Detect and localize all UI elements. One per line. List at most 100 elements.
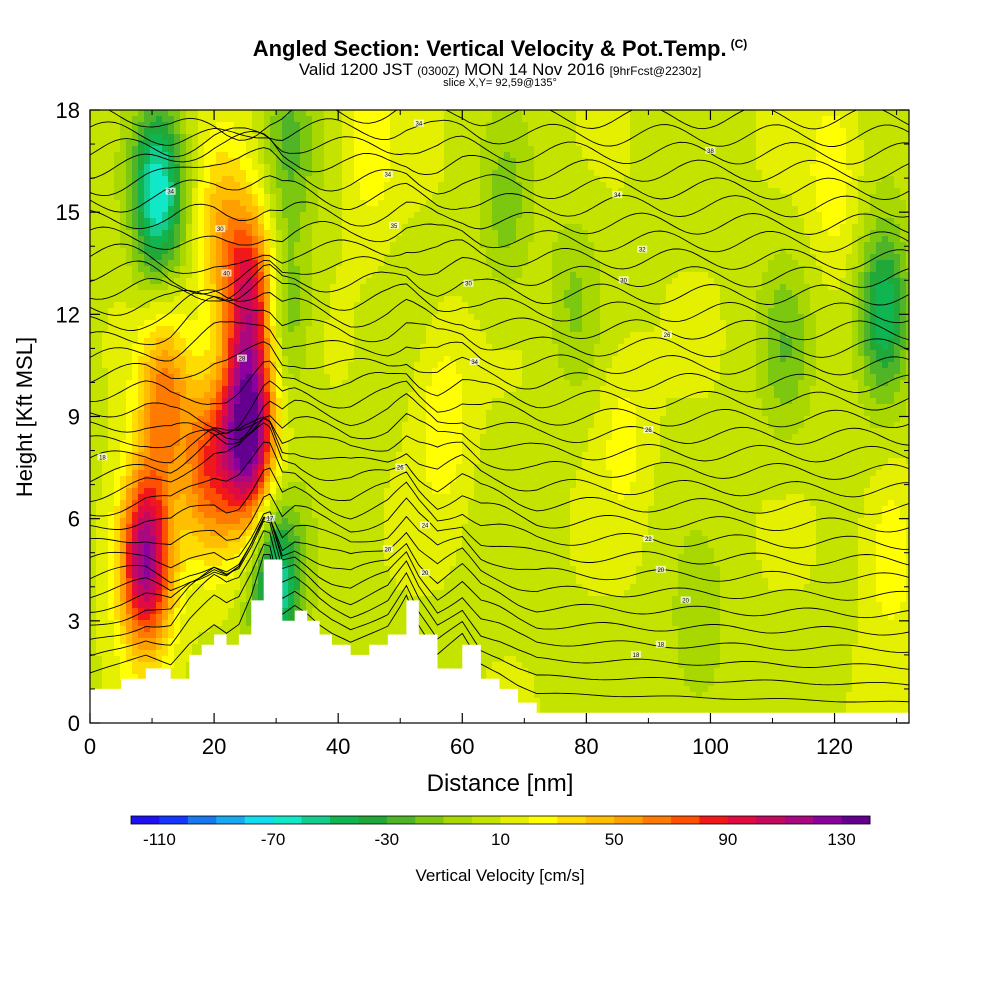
x-tick-label: 40	[326, 734, 350, 759]
y-tick-label: 18	[56, 98, 80, 123]
colorbar-swatch	[642, 816, 672, 824]
title-mark: (C)	[730, 36, 748, 51]
theta-contour-line	[90, 493, 909, 566]
colorbar-swatch	[756, 816, 786, 824]
colorbar-tick-label: -70	[261, 830, 286, 849]
y-tick-label: 0	[68, 711, 80, 736]
x-tick-label: 20	[202, 734, 226, 759]
colorbar-tick-label: 90	[718, 830, 737, 849]
colorbar-swatch	[614, 816, 644, 824]
theta-label: 18	[631, 650, 641, 659]
theta-contour-line	[90, 264, 909, 306]
colorbar-tick-label: 50	[605, 830, 624, 849]
theta-contour-line	[90, 412, 909, 463]
valid-utc: (0300Z)	[417, 64, 460, 78]
theta-contour-line	[90, 467, 909, 550]
y-tick-label: 9	[68, 405, 80, 430]
theta-contour-line	[90, 441, 909, 533]
theta-contour-line	[90, 201, 909, 235]
theta-label: 30	[215, 225, 226, 233]
theta-contour-line	[90, 516, 909, 636]
theta-label: 20	[655, 565, 666, 574]
terrain-profile	[90, 559, 909, 723]
theta-contour-line	[90, 380, 909, 435]
y-axis-label: Height [Kft MSL]	[12, 337, 37, 497]
colorbar-swatch	[528, 816, 558, 824]
x-tick-label: 60	[450, 734, 474, 759]
colorbar-swatch	[216, 816, 246, 824]
theta-labels: 18 34 30 40 28 17 20 26 24 20 34 30 35 34 34 34 32 30 26 26…	[97, 119, 716, 659]
colorbar-swatch	[301, 816, 331, 824]
colorbar-swatch	[671, 816, 700, 824]
colorbar-swatch	[585, 816, 615, 824]
theta-contour-line	[90, 360, 909, 411]
colorbar-swatch	[187, 816, 217, 824]
theta-contour-line	[90, 530, 909, 670]
theta-contour-line	[90, 221, 909, 253]
title-text: Angled Section: Vertical Velocity & Pot.…	[252, 36, 727, 61]
colorbar-swatch	[244, 816, 274, 824]
theta-label: 28	[237, 354, 248, 363]
colorbar-swatch	[841, 816, 871, 824]
y-tick-label: 12	[56, 302, 80, 327]
colorbar-swatch	[329, 816, 359, 824]
theta-contour-line	[90, 511, 909, 584]
terrain	[90, 559, 909, 723]
theta-label: 34	[612, 191, 623, 199]
theta-label: 26	[643, 426, 654, 434]
theta-contour-line	[90, 393, 909, 446]
colorbar-swatch	[386, 816, 416, 824]
theta-contour-line	[90, 517, 909, 601]
theta-label: 30	[618, 276, 629, 284]
theta-contour-line	[90, 274, 909, 324]
colorbar-tick-label: 10	[491, 830, 510, 849]
colorbar-swatch	[699, 816, 729, 824]
velocity-field	[90, 110, 909, 723]
theta-contour-line	[90, 289, 909, 341]
theta-label: 38	[705, 146, 716, 155]
theta-contours	[90, 110, 909, 703]
theta-label: 20	[680, 596, 691, 604]
theta-label: 24	[420, 521, 431, 529]
theta-contour-line	[90, 321, 909, 376]
x-tick-label: 120	[816, 734, 853, 759]
colorbar-swatch	[727, 816, 757, 824]
chart-title: Angled Section: Vertical Velocity & Pot.…	[0, 36, 1000, 62]
colorbar-swatch	[500, 816, 530, 824]
theta-contour-line	[90, 147, 909, 201]
colorbar-swatch	[443, 816, 473, 824]
theta-label: 26	[395, 463, 406, 472]
valid-date: MON 14 Nov 2016	[464, 60, 605, 79]
colorbar-swatch	[273, 816, 302, 824]
colorbar-swatch	[784, 816, 814, 824]
theta-contour-line	[90, 517, 909, 619]
forecast-label: [9hrFcst@2230z]	[609, 64, 702, 78]
theta-contour-line	[90, 127, 909, 165]
valid-prefix: Valid 1200 JST	[298, 60, 413, 79]
y-tick-label: 15	[56, 200, 80, 225]
theta-label: 35	[389, 221, 400, 230]
theta-label: 20	[382, 545, 393, 553]
x-tick-label: 0	[84, 734, 96, 759]
theta-contour-line	[90, 543, 909, 686]
theta-contour-line	[90, 175, 909, 218]
y-tick-label: 6	[68, 507, 80, 532]
colorbar-tick-label: -110	[143, 830, 176, 849]
theta-label: 34	[413, 119, 424, 128]
theta-contour-line	[90, 422, 909, 515]
theta-label: 40	[221, 269, 232, 277]
theta-contour-line	[90, 341, 909, 393]
x-tick-label: 80	[574, 734, 598, 759]
theta-label: 17	[264, 514, 275, 523]
colorbar-label: Vertical Velocity [cm/s]	[415, 866, 584, 885]
theta-label: 34	[469, 358, 480, 366]
theta-contour-line	[90, 418, 909, 480]
theta-label: 30	[463, 279, 474, 288]
colorbar-swatch	[813, 816, 842, 824]
colorbar-tick-label: 130	[827, 830, 855, 849]
theta-label: 32	[637, 245, 648, 254]
colorbar: -110 -70 -30 10 50 90 130	[130, 815, 871, 849]
theta-contour-line	[90, 553, 909, 703]
colorbar-swatch	[159, 816, 189, 824]
